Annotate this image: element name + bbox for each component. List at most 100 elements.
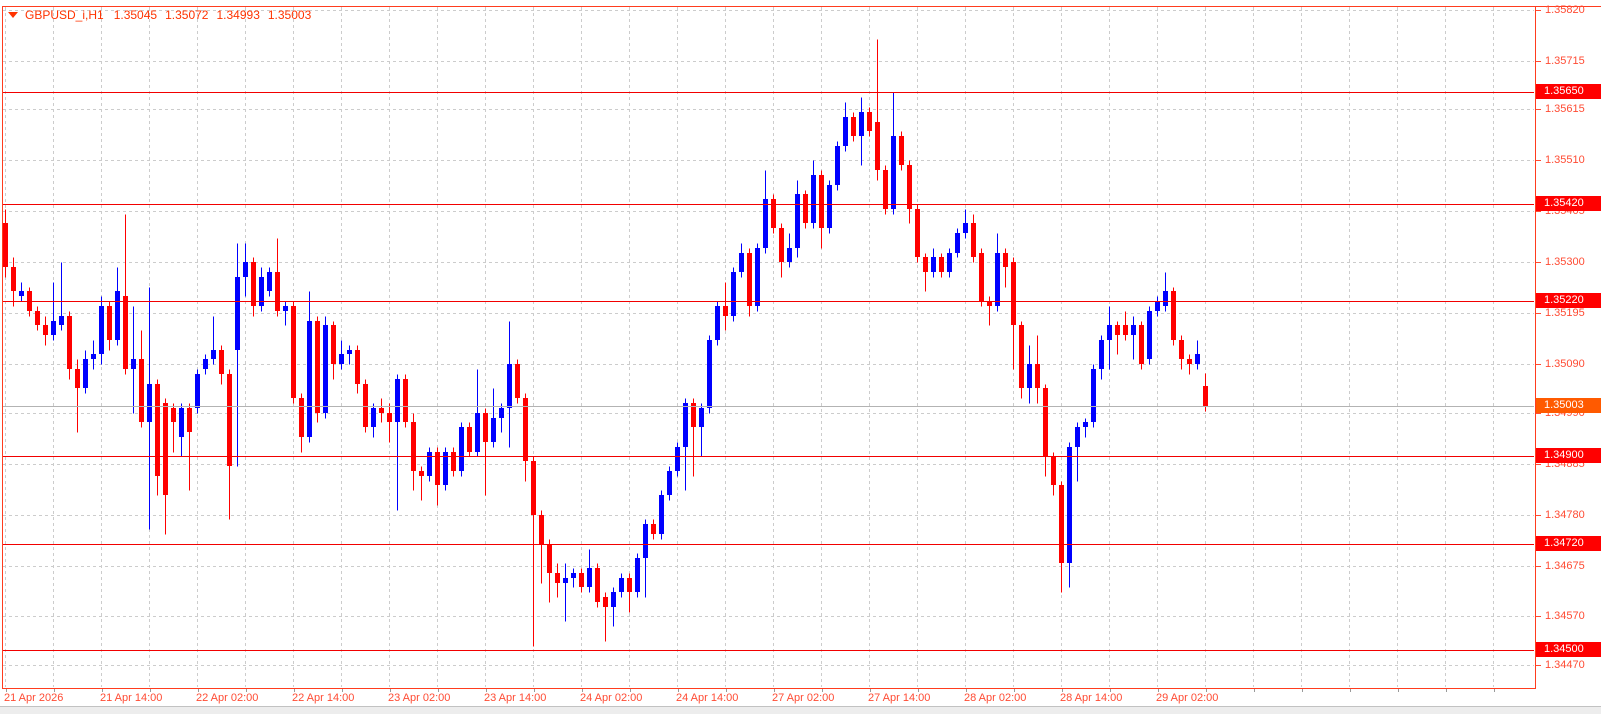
- candle-body: [171, 408, 176, 422]
- candle-body: [979, 253, 984, 301]
- price-axis-tick: [1536, 515, 1541, 516]
- candle-body: [3, 223, 8, 267]
- candle-body: [1107, 325, 1112, 340]
- time-axis-tick: [6, 689, 7, 692]
- candle-body: [939, 257, 944, 272]
- candle-body: [339, 354, 344, 364]
- time-axis-tick: [198, 689, 199, 692]
- candle-body: [835, 146, 840, 185]
- candle-body: [275, 272, 280, 311]
- candle-body: [1027, 364, 1032, 388]
- candle-body: [1035, 364, 1040, 388]
- candle-body: [619, 578, 624, 592]
- candle-body: [387, 413, 392, 422]
- time-axis-tick: [1206, 689, 1207, 692]
- time-axis-tick: [1398, 689, 1399, 692]
- price-axis-label: 1.35715: [1545, 55, 1585, 67]
- time-axis-tick: [342, 689, 343, 692]
- candle-body: [779, 228, 784, 262]
- time-axis-tick: [390, 689, 391, 692]
- time-axis-tick: [1062, 689, 1063, 692]
- candle-body: [1155, 301, 1160, 311]
- time-axis-label: 27 Apr 02:00: [772, 692, 835, 704]
- candle-body: [1195, 354, 1200, 364]
- candle-body: [155, 384, 160, 476]
- candle-body: [91, 354, 96, 359]
- candle-body: [179, 408, 184, 437]
- candle-body: [1147, 311, 1152, 359]
- candle-body: [731, 272, 736, 316]
- time-axis-label: 28 Apr 02:00: [964, 692, 1027, 704]
- candle-body: [267, 272, 272, 291]
- candle-body: [411, 422, 416, 471]
- candle-body: [507, 364, 512, 408]
- time-axis-tick: [1254, 689, 1255, 692]
- time-axis-label: 29 Apr 02:00: [1156, 692, 1219, 704]
- candle-body: [571, 573, 576, 578]
- price-axis-label: 1.34675: [1545, 560, 1585, 572]
- candle-body: [755, 248, 760, 306]
- candle-body: [1051, 456, 1056, 485]
- candle-body: [827, 185, 832, 228]
- candle-body: [307, 321, 312, 437]
- price-axis-label: 1.34470: [1545, 659, 1585, 671]
- candle-body: [419, 471, 424, 476]
- current-price-badge: 1.35003: [1536, 398, 1601, 413]
- price-axis-tick: [1536, 160, 1541, 161]
- candle-body: [11, 267, 16, 291]
- candle-body: [843, 117, 848, 146]
- candle-body: [963, 223, 968, 233]
- price-axis-tick: [1536, 211, 1541, 212]
- price-axis-label: 1.35615: [1545, 103, 1585, 115]
- candle-body: [355, 350, 360, 384]
- price-axis-tick: [1536, 109, 1541, 110]
- candle-body: [947, 253, 952, 272]
- candle-body: [315, 321, 320, 413]
- candle-body: [811, 175, 816, 223]
- time-axis-label: 22 Apr 02:00: [196, 692, 259, 704]
- candle-body: [595, 568, 600, 602]
- candle-body: [987, 301, 992, 306]
- candle-body: [147, 384, 152, 422]
- candle-body: [1011, 262, 1016, 325]
- candle-body: [715, 306, 720, 340]
- candle-body: [763, 199, 768, 248]
- candle-body: [395, 379, 400, 422]
- candle-body: [291, 306, 296, 398]
- time-axis-tick: [726, 689, 727, 692]
- candle-body: [259, 277, 264, 306]
- candle-body: [211, 350, 216, 359]
- candle-body: [1179, 340, 1184, 359]
- candle-body: [203, 359, 208, 369]
- time-axis-tick: [678, 689, 679, 692]
- candle-body: [1003, 253, 1008, 267]
- price-axis-tick: [1536, 61, 1541, 62]
- candle-body: [643, 524, 648, 558]
- candle-body: [723, 306, 728, 316]
- candle-body: [235, 277, 240, 350]
- time-axis-tick: [1494, 689, 1495, 692]
- price-level-badge: 1.35220: [1536, 293, 1601, 308]
- candle-body: [1123, 325, 1128, 335]
- symbol-dropdown-icon[interactable]: [8, 12, 18, 18]
- time-axis-label: 27 Apr 14:00: [868, 692, 931, 704]
- candle-body: [555, 573, 560, 583]
- candle-body: [427, 452, 432, 476]
- time-axis-tick: [294, 689, 295, 692]
- chart-title-row: GBPUSD_i,H1 1.35045 1.35072 1.34993 1.35…: [8, 8, 319, 22]
- candle-body: [563, 578, 568, 583]
- candle-body: [907, 165, 912, 209]
- candle-body: [795, 194, 800, 248]
- time-axis-tick: [630, 689, 631, 692]
- candle-body: [803, 194, 808, 223]
- price-level-badge: 1.34500: [1536, 642, 1601, 657]
- candle-body: [995, 253, 1000, 306]
- candle-body: [587, 568, 592, 587]
- status-strip: [0, 706, 1601, 714]
- price-axis-label: 1.34570: [1545, 610, 1585, 622]
- price-level-badge: 1.35420: [1536, 196, 1601, 211]
- candle-body: [1131, 325, 1136, 335]
- candle-body: [579, 573, 584, 587]
- candle-body: [139, 359, 144, 422]
